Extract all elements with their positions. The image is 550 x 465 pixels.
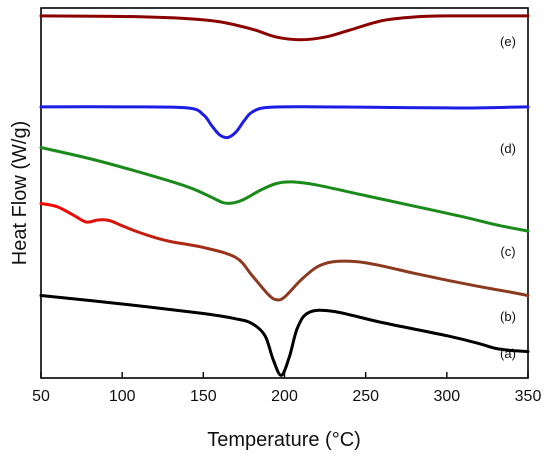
x-tick-label: 350 [515, 388, 542, 405]
curve-label-c: (c) [500, 244, 515, 259]
x-tick-label: 150 [190, 388, 217, 405]
x-tick-label: 50 [32, 388, 50, 405]
series-lines [39, 14, 530, 377]
x-tick-label: 100 [109, 388, 136, 405]
x-tick-label: 200 [271, 388, 298, 405]
x-tick-label: 300 [433, 388, 460, 405]
series-line-c [39, 146, 530, 233]
curve-label-b: (b) [500, 309, 516, 324]
series-line-b [39, 202, 530, 302]
curve-labels: (a) (b) (c) (d) (e) [500, 34, 516, 361]
curve-label-a: (a) [500, 346, 516, 361]
series-line-d [39, 105, 530, 140]
plot-frame [40, 7, 529, 379]
curve-label-d: (d) [500, 141, 516, 156]
x-axis-ticks [40, 372, 529, 378]
series-line-a [39, 294, 530, 377]
series-line-e [39, 14, 530, 42]
x-axis-tick-labels: 50 100 150 200 250 300 350 [32, 388, 541, 405]
x-tick-label: 250 [352, 388, 379, 405]
curve-label-e: (e) [500, 34, 516, 49]
y-axis-title: Heat Flow (W/g) [9, 121, 31, 265]
x-axis-title: Temperature (°C) [207, 429, 361, 451]
